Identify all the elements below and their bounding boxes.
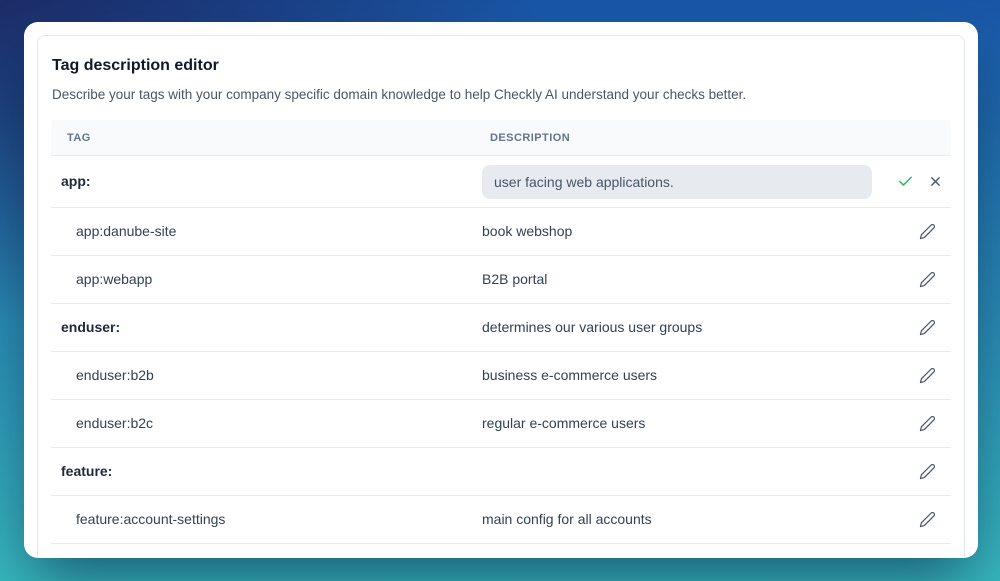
table-row: enduser:b2c regular e-commerce users bbox=[51, 400, 951, 448]
tag-table: TAG DESCRIPTION app: bbox=[51, 120, 951, 544]
tag-label: app:webapp bbox=[76, 270, 153, 287]
tag-description: determines our various user groups bbox=[482, 318, 703, 335]
pencil-icon bbox=[919, 271, 936, 288]
tag-label: enduser:b2b bbox=[76, 366, 154, 383]
edit-description-button[interactable] bbox=[919, 367, 936, 384]
tag-label: feature:account-settings bbox=[76, 510, 226, 527]
table-row: feature:account-settings main config for… bbox=[51, 496, 951, 544]
pencil-icon bbox=[919, 367, 936, 384]
tag-label: feature: bbox=[61, 462, 113, 479]
table-row: app: bbox=[51, 156, 951, 208]
edit-description-button[interactable] bbox=[919, 463, 936, 480]
table-body: app: app:danube-site book webshop bbox=[51, 156, 951, 544]
edit-description-button[interactable] bbox=[919, 415, 936, 432]
table-row: app:danube-site book webshop bbox=[51, 208, 951, 256]
tag-description: book webshop bbox=[482, 222, 573, 239]
x-icon bbox=[928, 174, 943, 189]
tag-editor-panel: Tag description editor Describe your tag… bbox=[37, 35, 965, 558]
confirm-edit-button[interactable] bbox=[897, 173, 914, 190]
column-header-description: DESCRIPTION bbox=[490, 131, 571, 144]
tag-label: app:danube-site bbox=[76, 222, 177, 239]
edit-description-button[interactable] bbox=[919, 319, 936, 336]
page-title: Tag description editor bbox=[52, 57, 219, 74]
check-icon bbox=[897, 173, 914, 190]
tag-editor-modal: Tag description editor Describe your tag… bbox=[24, 22, 978, 558]
tag-label: app: bbox=[61, 172, 91, 189]
page-subtitle: Describe your tags with your company spe… bbox=[52, 87, 747, 102]
tag-description: regular e-commerce users bbox=[482, 414, 646, 431]
edit-description-button[interactable] bbox=[919, 511, 936, 528]
cancel-edit-button[interactable] bbox=[928, 174, 943, 189]
table-row: enduser: determines our various user gro… bbox=[51, 304, 951, 352]
tag-label: enduser: bbox=[61, 318, 121, 335]
pencil-icon bbox=[919, 415, 936, 432]
pencil-icon bbox=[919, 223, 936, 240]
tag-description: main config for all accounts bbox=[482, 510, 652, 527]
table-row: enduser:b2b business e-commerce users bbox=[51, 352, 951, 400]
table-header-row: TAG DESCRIPTION bbox=[51, 120, 951, 156]
pencil-icon bbox=[919, 319, 936, 336]
tag-description: business e-commerce users bbox=[482, 366, 658, 383]
table-row: app:webapp B2B portal bbox=[51, 256, 951, 304]
tag-description: B2B portal bbox=[482, 270, 548, 287]
description-input[interactable] bbox=[482, 164, 872, 199]
edit-description-button[interactable] bbox=[919, 223, 936, 240]
edit-description-button[interactable] bbox=[919, 271, 936, 288]
pencil-icon bbox=[919, 511, 936, 528]
table-row: feature: bbox=[51, 448, 951, 496]
pencil-icon bbox=[919, 463, 936, 480]
tag-label: enduser:b2c bbox=[76, 414, 154, 431]
column-header-tag: TAG bbox=[67, 131, 91, 144]
